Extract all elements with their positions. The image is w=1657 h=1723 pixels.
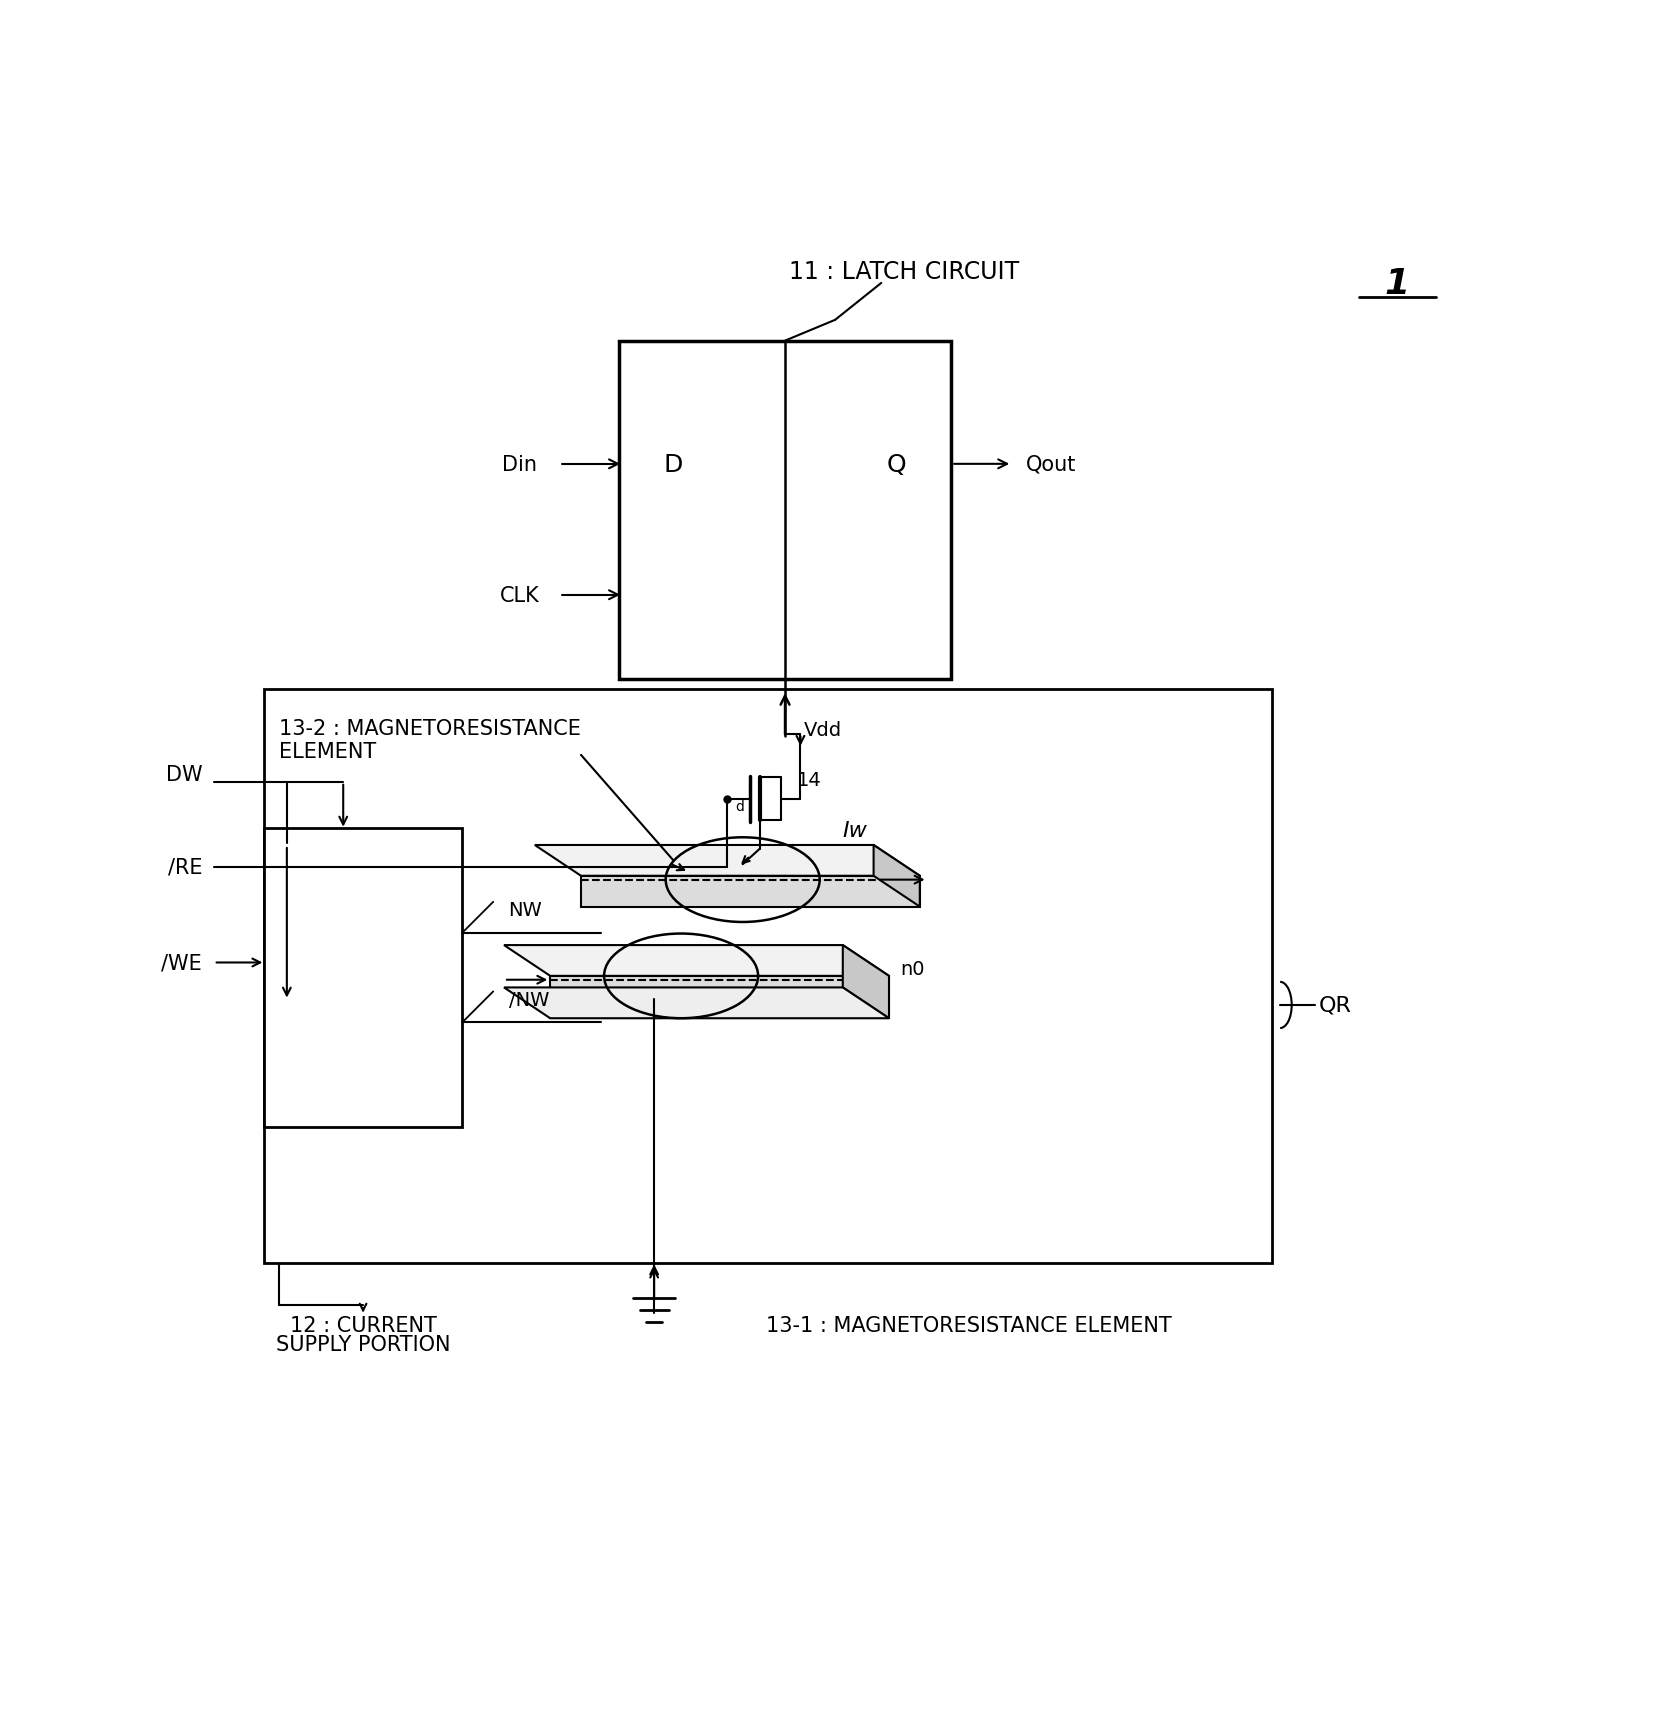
- Polygon shape: [504, 946, 888, 977]
- Text: Qout: Qout: [1026, 455, 1075, 474]
- Text: DW: DW: [166, 765, 202, 784]
- Bar: [263, 829, 462, 1127]
- Text: 1: 1: [1384, 267, 1408, 302]
- Text: 13-2 : MAGNETORESISTANCE: 13-2 : MAGNETORESISTANCE: [278, 718, 580, 739]
- Bar: [620, 341, 949, 681]
- Text: D: D: [663, 453, 683, 477]
- Text: /NW: /NW: [509, 991, 548, 1010]
- Text: Q: Q: [886, 453, 906, 477]
- Text: NW: NW: [509, 901, 542, 920]
- Text: CLK: CLK: [499, 586, 539, 605]
- Text: 13-1 : MAGNETORESISTANCE ELEMENT: 13-1 : MAGNETORESISTANCE ELEMENT: [766, 1315, 1171, 1335]
- Polygon shape: [504, 987, 888, 1018]
- Text: Vdd: Vdd: [804, 720, 842, 739]
- Text: Din: Din: [502, 455, 537, 474]
- Text: n0: n0: [900, 960, 925, 979]
- Text: 11 : LATCH CIRCUIT: 11 : LATCH CIRCUIT: [789, 260, 1019, 284]
- Text: /WE: /WE: [161, 953, 202, 973]
- Polygon shape: [550, 977, 888, 1018]
- Text: d: d: [734, 799, 744, 813]
- Polygon shape: [580, 877, 920, 906]
- Text: SUPPLY PORTION: SUPPLY PORTION: [275, 1334, 451, 1354]
- Polygon shape: [842, 946, 888, 1018]
- Polygon shape: [535, 846, 920, 877]
- Text: Iw: Iw: [842, 820, 867, 841]
- Polygon shape: [873, 846, 920, 906]
- Text: /RE: /RE: [167, 856, 202, 877]
- Bar: [263, 689, 1271, 1263]
- Text: QR: QR: [1317, 996, 1350, 1015]
- Text: 12 : CURRENT: 12 : CURRENT: [290, 1315, 436, 1335]
- Text: 14: 14: [795, 770, 820, 789]
- Text: ELEMENT: ELEMENT: [278, 741, 376, 762]
